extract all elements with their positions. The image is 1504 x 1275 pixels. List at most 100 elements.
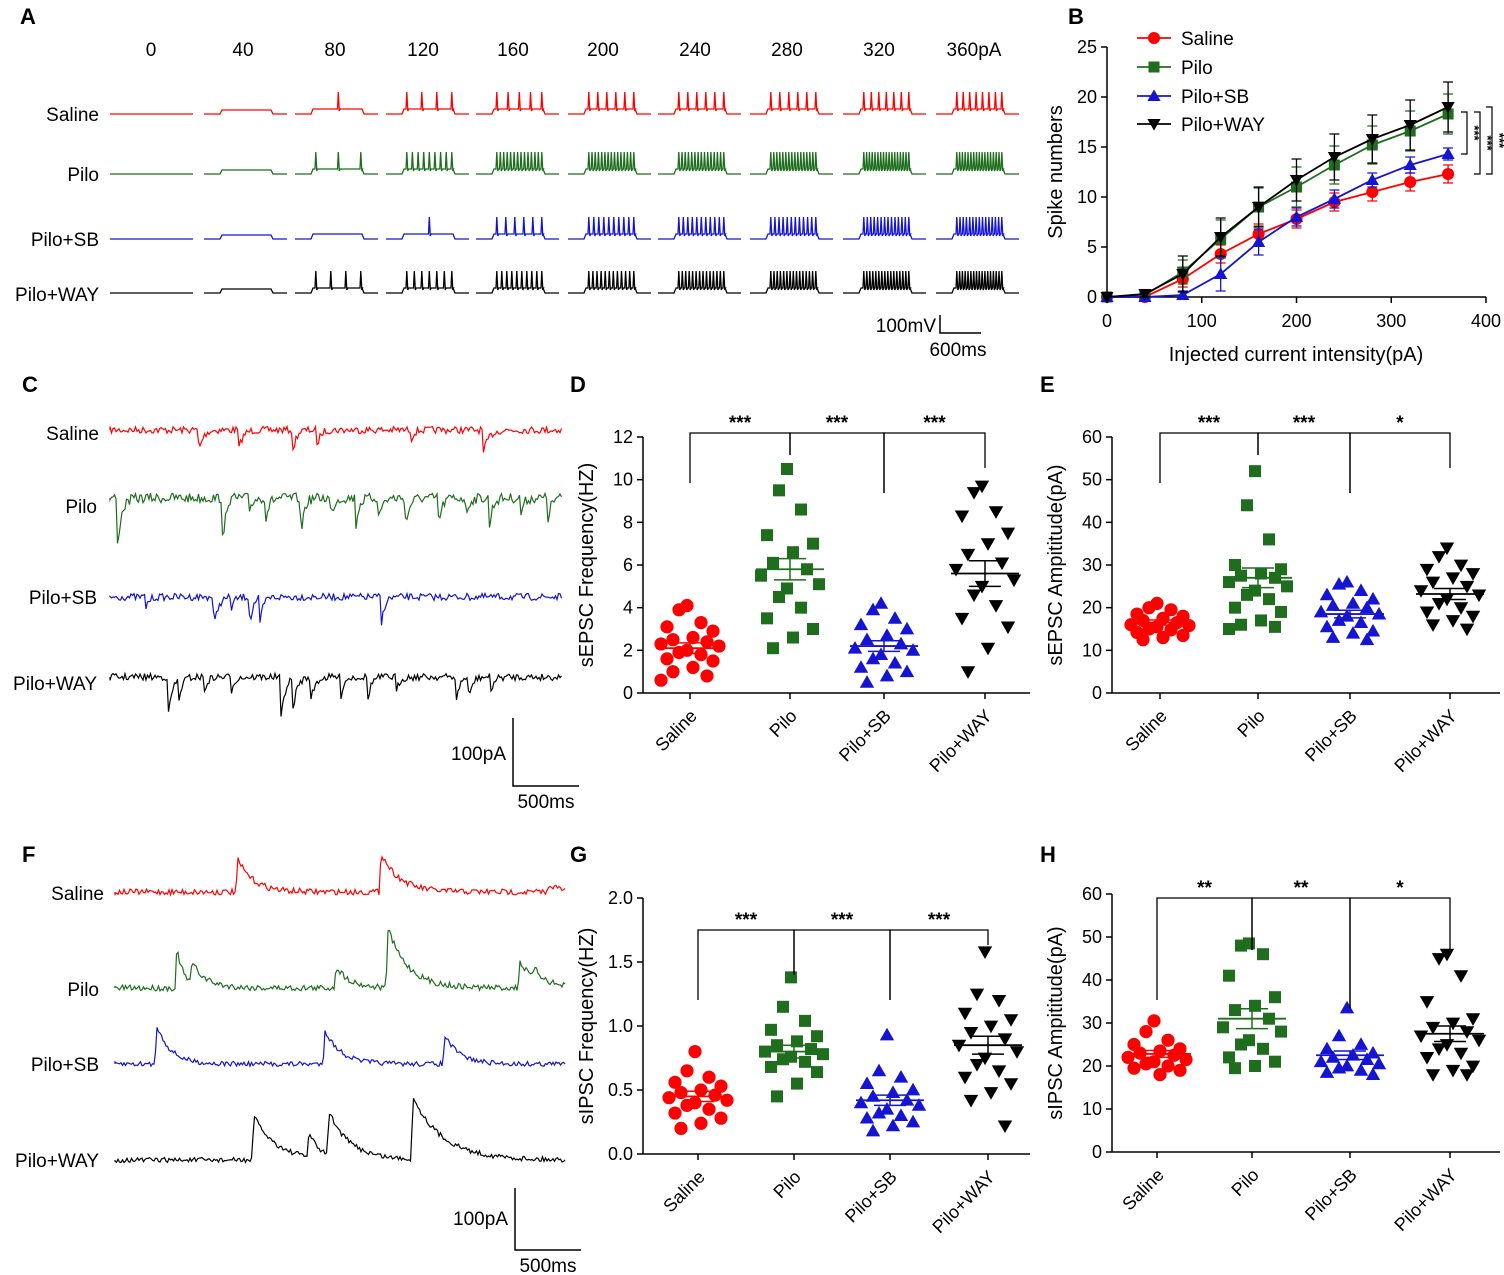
data-point bbox=[672, 603, 686, 617]
data-point bbox=[765, 1060, 777, 1073]
legend-saline: Saline bbox=[1181, 29, 1234, 50]
significance-bracket bbox=[1349, 432, 1451, 493]
data-point bbox=[672, 645, 686, 660]
data-point bbox=[755, 569, 767, 582]
sem-bar bbox=[868, 639, 900, 653]
data-point bbox=[714, 1111, 728, 1125]
current-label: 120 bbox=[407, 40, 439, 61]
data-point bbox=[1223, 623, 1235, 635]
data-point bbox=[1365, 623, 1381, 637]
sipsc-traces bbox=[114, 855, 566, 1164]
current-label: 40 bbox=[232, 40, 253, 61]
data-point bbox=[1156, 630, 1170, 645]
data-point bbox=[807, 537, 819, 550]
y-axis-label: sIPSC Frequency(HZ) bbox=[576, 928, 598, 1125]
data-point bbox=[807, 623, 819, 635]
sepsc-trace-pilo-sb bbox=[109, 591, 563, 626]
data-point bbox=[767, 642, 779, 655]
data-point bbox=[977, 1052, 993, 1066]
legend-marker bbox=[1147, 119, 1161, 131]
data-point bbox=[1100, 292, 1114, 304]
x-tick-label: Pilo bbox=[1227, 1165, 1262, 1200]
data-point bbox=[791, 1035, 803, 1048]
ap-trace bbox=[295, 270, 378, 294]
y-tick-label: 0 bbox=[1092, 683, 1102, 703]
data-point bbox=[865, 651, 881, 665]
ap-trace bbox=[936, 151, 1019, 175]
x-tick-label: Pilo+WAY bbox=[1390, 706, 1460, 776]
data-point bbox=[706, 654, 720, 668]
data-point bbox=[1176, 269, 1190, 281]
y-tick-label: 20 bbox=[1082, 1056, 1102, 1076]
sepsc-trace-pilo-way bbox=[109, 671, 562, 717]
group-pilo-sb bbox=[1313, 574, 1387, 646]
data-point bbox=[1217, 1021, 1229, 1034]
data-point bbox=[674, 1121, 688, 1135]
data-point bbox=[795, 503, 807, 516]
sipsc-trace-saline bbox=[114, 855, 566, 897]
group-saline bbox=[662, 1045, 734, 1135]
y-tick-label: 2.0 bbox=[608, 888, 633, 908]
data-point bbox=[871, 1105, 887, 1119]
y-tick-label: 2 bbox=[623, 640, 633, 660]
data-point bbox=[1445, 615, 1461, 628]
row-label-pilo-sb: Pilo+SB bbox=[31, 230, 99, 251]
sem-bar bbox=[972, 1035, 1004, 1055]
current-step-labels: 0 40 80 120 160 200 240 280 320 360pA bbox=[146, 40, 1002, 61]
y-tick-label: 50 bbox=[1082, 927, 1102, 947]
data-point bbox=[1459, 1069, 1475, 1082]
ap-trace bbox=[568, 216, 651, 240]
legend-marker bbox=[1148, 61, 1160, 73]
data-point bbox=[688, 1045, 702, 1059]
data-point bbox=[1353, 1063, 1369, 1076]
y-tick-label: 40 bbox=[1082, 512, 1102, 532]
data-point bbox=[1252, 235, 1266, 247]
x-tick-label: 0 bbox=[1102, 311, 1112, 331]
data-point bbox=[887, 611, 903, 624]
data-point bbox=[1176, 288, 1190, 300]
x-tick-label: Pilo+WAY bbox=[925, 706, 995, 776]
data-point bbox=[980, 642, 996, 656]
sem-bar bbox=[1141, 1049, 1173, 1059]
data-point bbox=[853, 660, 869, 673]
x-axis-label: Injected current intensity(pA) bbox=[1169, 344, 1424, 366]
data-point bbox=[1229, 1004, 1241, 1017]
data-point bbox=[1445, 572, 1461, 585]
x-tick-label: Saline bbox=[1121, 706, 1171, 756]
ap-trace bbox=[476, 151, 559, 175]
series-line bbox=[1107, 173, 1449, 298]
data-point bbox=[686, 660, 700, 675]
data-point bbox=[879, 668, 895, 682]
data-point bbox=[885, 1118, 901, 1132]
data-point bbox=[668, 1075, 682, 1089]
data-point bbox=[1459, 1026, 1475, 1039]
data-point bbox=[893, 1108, 909, 1121]
data-point bbox=[1331, 1028, 1347, 1042]
y-tick-label: 10 bbox=[613, 470, 633, 490]
data-point bbox=[1255, 614, 1267, 627]
data-point bbox=[905, 1114, 921, 1128]
data-point bbox=[977, 946, 993, 959]
data-point bbox=[1425, 1069, 1441, 1082]
scale-bar-lines bbox=[514, 1188, 581, 1251]
data-point bbox=[694, 616, 708, 630]
chart-axes: 0 5 10 15 20 25 0 100 200 300 400 bbox=[1077, 37, 1501, 331]
data-point bbox=[1465, 1013, 1481, 1026]
y-tick-label: 1.0 bbox=[608, 1016, 633, 1036]
data-point bbox=[1319, 619, 1335, 633]
significance-star: *** bbox=[1492, 133, 1504, 149]
y-axis-label: sEPSC Frequency(HZ) bbox=[576, 463, 598, 668]
panel-label-a: A bbox=[20, 4, 36, 29]
data-point bbox=[1241, 499, 1253, 512]
ap-trace bbox=[204, 234, 287, 240]
data-point bbox=[654, 637, 668, 651]
data-point bbox=[1142, 601, 1156, 615]
y-tick-label: 0 bbox=[1092, 1142, 1102, 1162]
data-point bbox=[1353, 583, 1369, 596]
data-point bbox=[1229, 1062, 1241, 1075]
y-tick-label: 60 bbox=[1082, 884, 1102, 904]
significance-bracket bbox=[1461, 111, 1468, 155]
data-point bbox=[954, 612, 970, 626]
y-tick-label: 0.5 bbox=[608, 1080, 633, 1100]
data-point bbox=[666, 665, 680, 679]
